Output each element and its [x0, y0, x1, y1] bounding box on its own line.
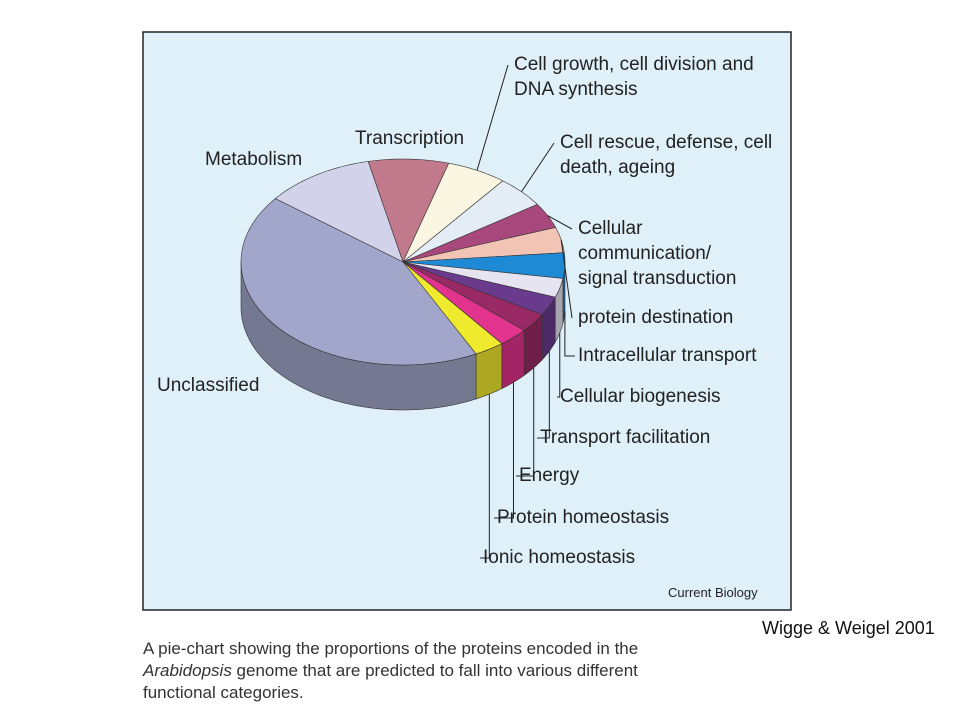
- leader-line: [537, 351, 550, 439]
- leader-line: [516, 367, 535, 477]
- slice-label: Cell growth, cell division and DNA synth…: [514, 54, 754, 100]
- slice-label: protein destination: [578, 307, 734, 328]
- slice-label: Cellular biogenesis: [560, 386, 721, 407]
- pie-slice: [402, 261, 543, 331]
- pie-slice: [240, 198, 477, 366]
- slice-label: Metabolism: [205, 149, 303, 170]
- slice-label: Protein homeostasis: [497, 507, 670, 528]
- caption-text: A pie-chart showing the proportions of t…: [143, 639, 639, 658]
- pie-slice: [402, 261, 556, 316]
- caption-italic: Arabidopsis: [143, 661, 232, 680]
- slice-label: Transcription: [355, 128, 465, 149]
- citation: Wigge & Weigel 2001: [762, 618, 935, 638]
- source: Current Biology: [668, 585, 758, 600]
- pie-slice: [402, 204, 557, 263]
- leader-line: [521, 142, 555, 193]
- caption: A pie-chart showing the proportions of t…: [143, 638, 638, 704]
- pie-slice: [402, 162, 504, 263]
- pie-slice: [274, 161, 404, 263]
- slice-label: Unclassified: [157, 375, 260, 396]
- slice-label: Energy: [519, 465, 580, 486]
- slice-label: Ionic homeostasis: [483, 547, 636, 568]
- leader-line: [480, 394, 490, 559]
- caption-text: functional categories.: [143, 683, 304, 702]
- leader-line: [557, 332, 561, 398]
- leader-line: [564, 310, 575, 357]
- slice-label: Intracellular transport: [578, 345, 757, 366]
- pie-slice: [402, 261, 525, 344]
- slice-label: Transport facilitation: [540, 427, 711, 448]
- slice-label: Cell rescue, defense, cell death, ageing: [560, 132, 773, 178]
- leader-line: [547, 215, 573, 230]
- leader-line: [494, 382, 514, 519]
- pie-slice: [402, 261, 503, 355]
- caption-text: genome that are predicted to fall into v…: [231, 661, 638, 680]
- slice-label: Cellular communication/ signal transduct…: [578, 218, 737, 289]
- pie-slice: [402, 180, 538, 263]
- pie-slice: [367, 158, 450, 263]
- leader-line: [560, 239, 573, 319]
- leader-line: [476, 64, 509, 171]
- pie-slice: [402, 261, 564, 298]
